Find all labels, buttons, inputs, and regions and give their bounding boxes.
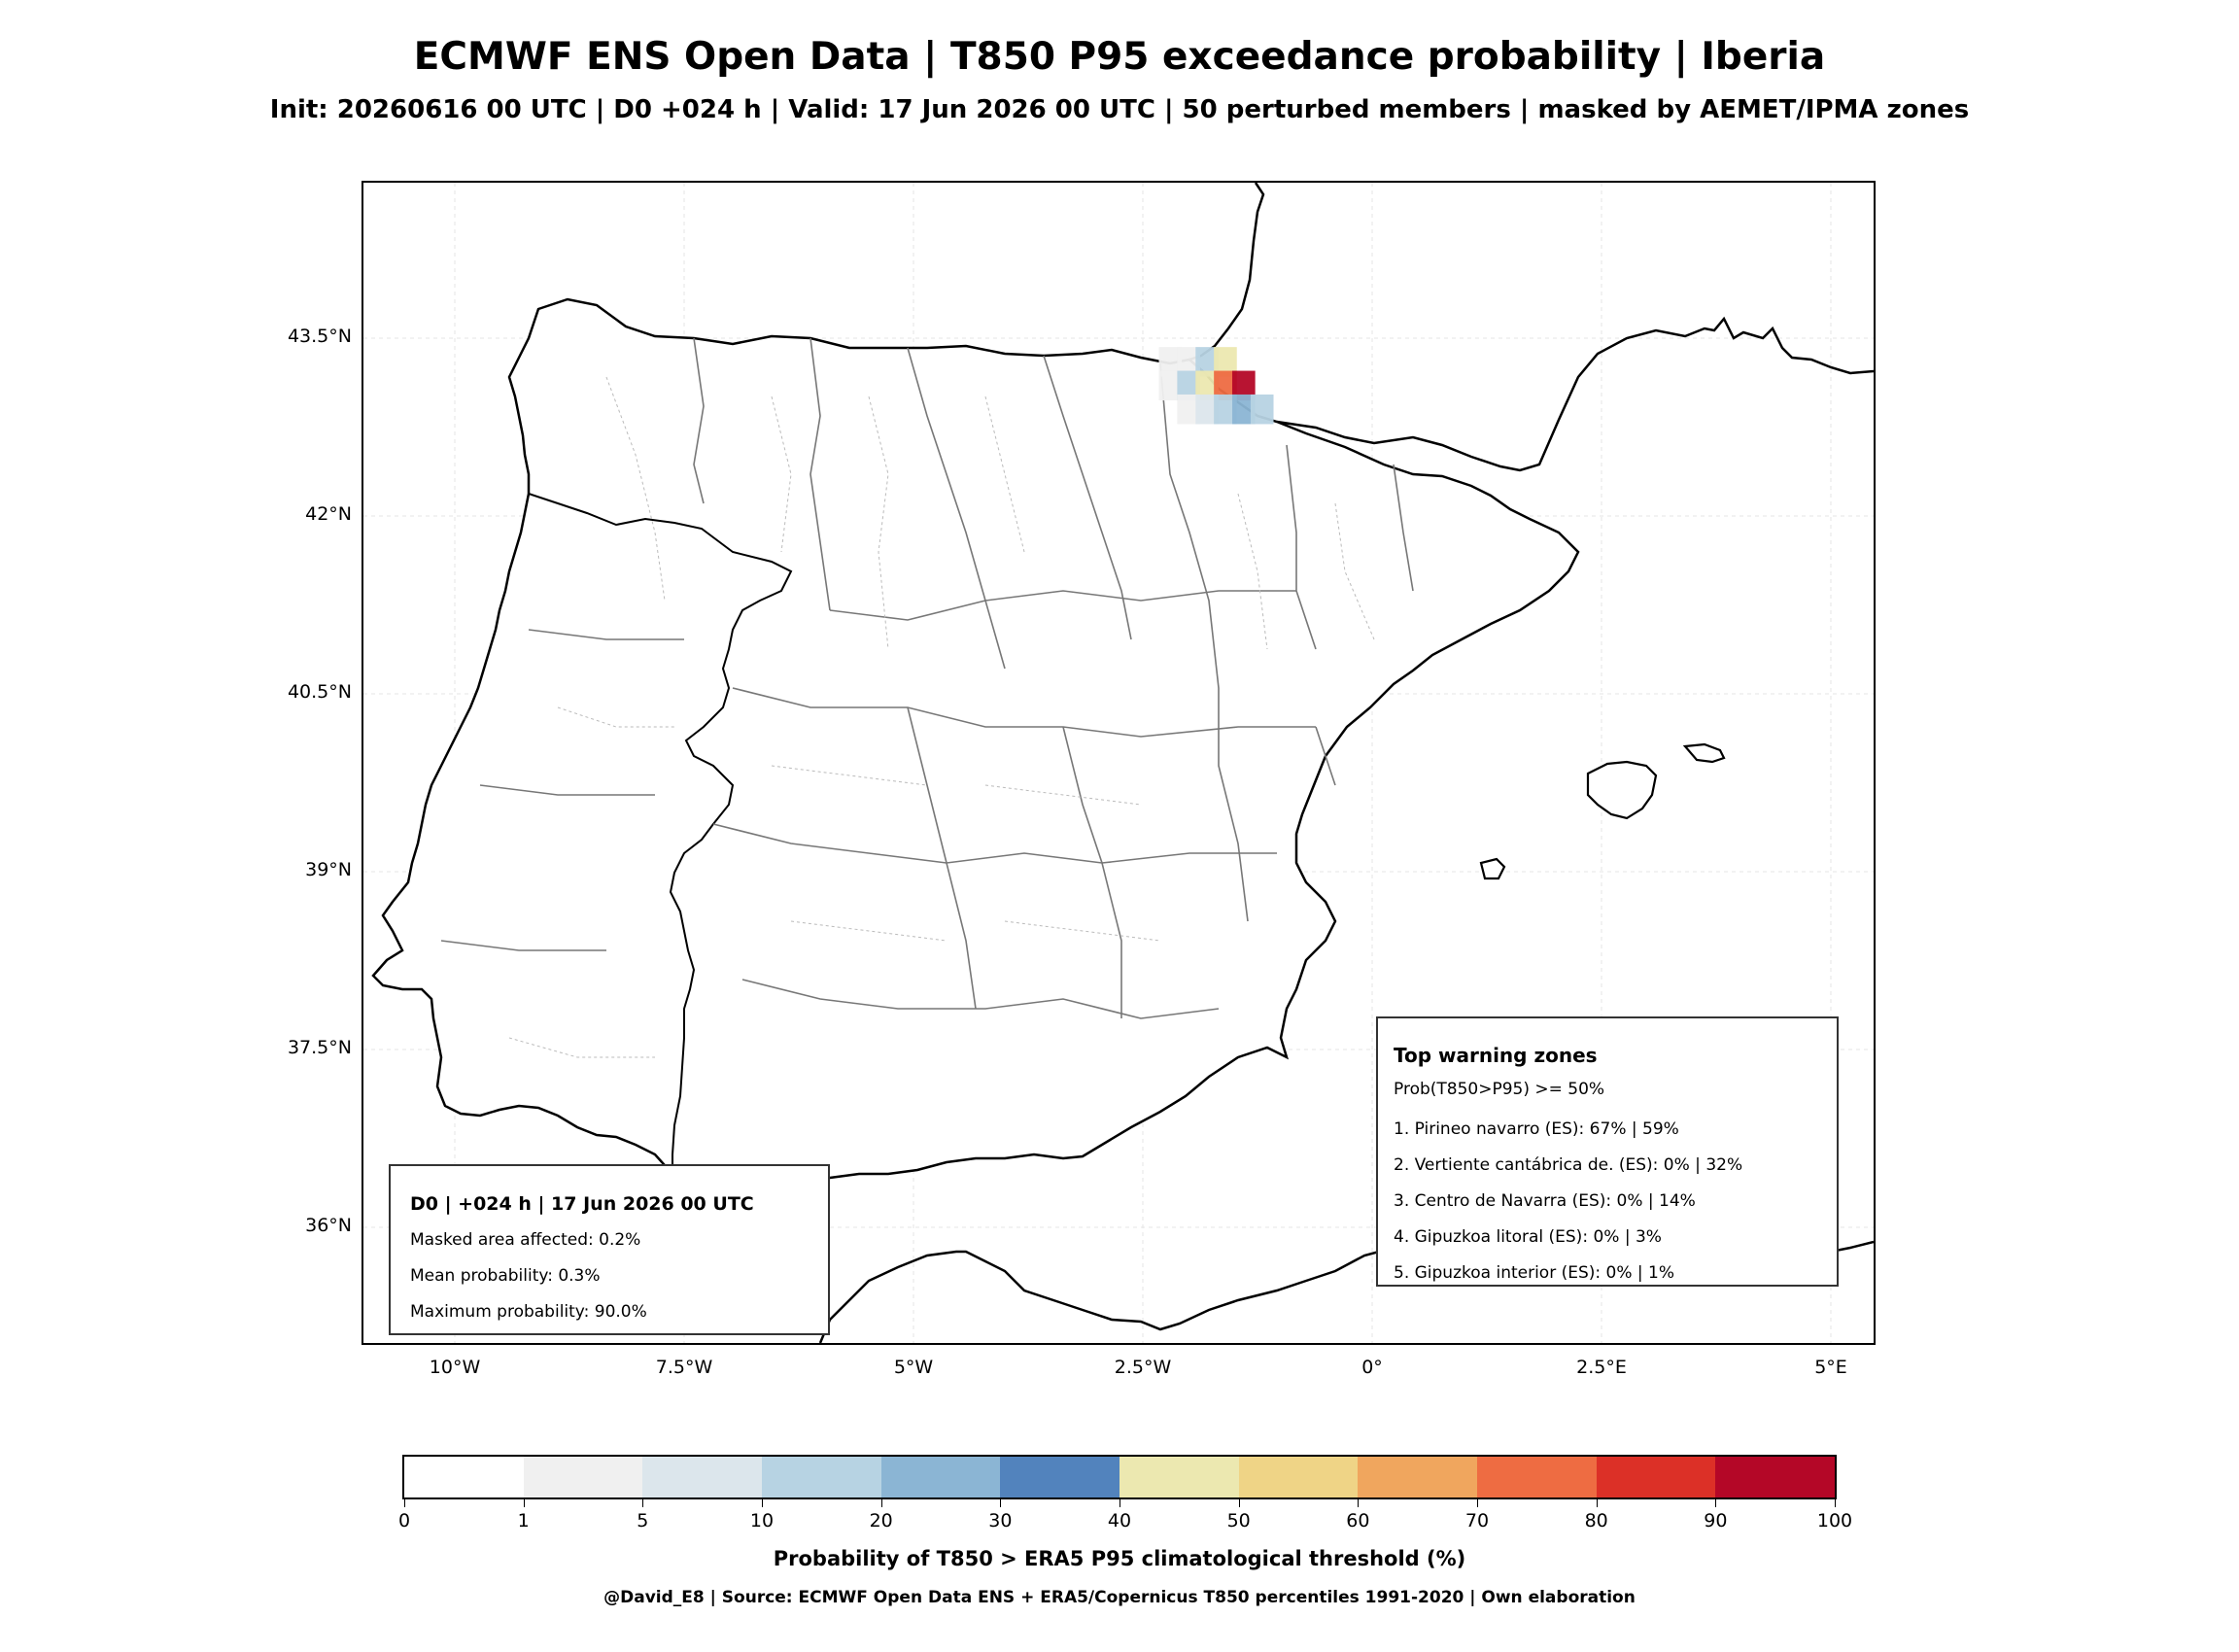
menorca-outline: [1682, 742, 1726, 764]
colorbar-tick-label: 10: [749, 1510, 775, 1532]
lat-tick-label: 37.5°N: [287, 1037, 352, 1058]
lat-tick-label: 42°N: [305, 503, 352, 525]
colorbar-tick-mark: [1000, 1499, 1002, 1507]
colorbar-tick-mark: [1596, 1499, 1598, 1507]
figure-subtitle: Init: 20260616 00 UTC | D0 +024 h | Vali…: [269, 95, 1970, 124]
figure-title: ECMWF ENS Open Data | T850 P95 exceedanc…: [413, 35, 1826, 79]
warning-zone-item: 5. Gipuzkoa interior (ES): 0% | 1%: [1394, 1263, 1674, 1283]
colorbar-tick-label: 1: [517, 1510, 530, 1532]
masked-area-text: Masked area affected: 0.2%: [410, 1230, 641, 1250]
probability-cell: [1214, 394, 1237, 425]
colorbar-tick-mark: [880, 1499, 882, 1507]
colorbar-tick-mark: [1477, 1499, 1478, 1507]
lon-tick-label: 5°W: [893, 1357, 934, 1378]
warning-zone-item: 1. Pirineo navarro (ES): 67% | 59%: [1394, 1119, 1679, 1139]
colorbar-tick-mark: [1835, 1499, 1836, 1507]
warning-zone-item: 4. Gipuzkoa litoral (ES): 0% | 3%: [1394, 1227, 1662, 1247]
comarca-boundaries: [508, 376, 1375, 1058]
colorbar-segment: [642, 1457, 763, 1497]
colorbar-label: Probability of T850 > ERA5 P95 climatolo…: [773, 1547, 1466, 1570]
colorbar: [402, 1455, 1837, 1499]
probability-field: [1158, 347, 1274, 425]
warning-zones-header: Top warning zones: [1394, 1044, 1598, 1067]
ibiza-outline: [1479, 857, 1506, 880]
colorbar-tick-mark: [1715, 1499, 1717, 1507]
spain-portugal-border: [528, 493, 793, 1174]
mallorca-outline: [1586, 760, 1658, 820]
lon-tick-label: 0°: [1361, 1357, 1383, 1378]
colorbar-segment: [1477, 1457, 1597, 1497]
colorbar-tick-mark: [762, 1499, 763, 1507]
lon-tick-label: 2.5°W: [1114, 1357, 1172, 1378]
colorbar-tick-label: 5: [637, 1510, 649, 1532]
map-panel: [362, 181, 1876, 1345]
warning-zone-item: 3. Centro de Navarra (ES): 0% | 14%: [1394, 1191, 1696, 1211]
probability-cell: [1214, 370, 1237, 401]
lon-tick-label: 7.5°W: [655, 1357, 713, 1378]
colorbar-tick-label: 90: [1704, 1510, 1728, 1532]
probability-cell: [1250, 394, 1274, 425]
probability-cell: [1232, 370, 1256, 401]
probability-cell: [1177, 394, 1200, 425]
colorbar-segment: [1120, 1457, 1239, 1497]
colorbar-tick-label: 60: [1346, 1510, 1370, 1532]
summary-header: D0 | +024 h | 17 Jun 2026 00 UTC: [410, 1193, 754, 1215]
colorbar-tick-label: 100: [1816, 1510, 1853, 1532]
probability-cell: [1214, 347, 1237, 377]
colorbar-tick-label: 0: [397, 1510, 411, 1532]
colorbar-tick-label: 80: [1584, 1510, 1608, 1532]
colorbar-tick-mark: [1238, 1499, 1240, 1507]
lon-tick-label: 5°E: [1814, 1357, 1847, 1378]
colorbar-tick-label: 30: [988, 1510, 1013, 1532]
lon-tick-label: 2.5°E: [1576, 1357, 1627, 1378]
mean-probability-text: Mean probability: 0.3%: [410, 1266, 601, 1286]
colorbar-tick-label: 20: [869, 1510, 893, 1532]
warning-zone-item: 2. Vertiente cantábrica de. (ES): 0% | 3…: [1394, 1155, 1743, 1175]
colorbar-tick-mark: [404, 1499, 405, 1507]
colorbar-segment: [762, 1457, 881, 1497]
colorbar-tick-mark: [1358, 1499, 1360, 1507]
province-boundaries: [440, 337, 1414, 1019]
colorbar-tick-mark: [523, 1499, 525, 1507]
colorbar-tick-label: 50: [1226, 1510, 1251, 1532]
colorbar-tick-mark: [642, 1499, 644, 1507]
lon-tick-label: 10°W: [429, 1357, 481, 1378]
southern-france-coastline: [1276, 316, 1874, 472]
probability-cell: [1158, 347, 1183, 377]
colorbar-tick-label: 40: [1107, 1510, 1132, 1532]
lat-tick-label: 36°N: [305, 1215, 352, 1236]
probability-cell: [1158, 370, 1183, 401]
lat-tick-label: 40.5°N: [287, 681, 352, 703]
colorbar-tick-label: 70: [1464, 1510, 1490, 1532]
summary-box: D0 | +024 h | 17 Jun 2026 00 UTC Masked …: [389, 1164, 830, 1335]
probability-cell: [1177, 370, 1200, 401]
colorbar-segment: [1000, 1457, 1120, 1497]
france-coastline: [1188, 183, 1265, 361]
warning-criterion: Prob(T850>P95) >= 50%: [1394, 1080, 1605, 1099]
warning-zones-box: Top warning zones Prob(T850>P95) >= 50% …: [1376, 1016, 1839, 1287]
colorbar-segment: [523, 1457, 643, 1497]
source-credit: @David_E8 | Source: ECMWF Open Data ENS …: [603, 1588, 1636, 1607]
probability-cell: [1195, 370, 1219, 401]
probability-cell: [1177, 347, 1200, 377]
colorbar-segment: [1715, 1457, 1836, 1497]
lat-tick-label: 39°N: [305, 859, 352, 880]
lat-tick-label: 43.5°N: [287, 326, 352, 347]
probability-cell: [1195, 394, 1219, 425]
colorbar-segment: [880, 1457, 1001, 1497]
max-probability-text: Maximum probability: 90.0%: [410, 1302, 647, 1322]
probability-cell: [1195, 347, 1219, 377]
colorbar-segment: [1358, 1457, 1478, 1497]
probability-cell: [1232, 394, 1256, 425]
colorbar-segment: [404, 1457, 524, 1497]
colorbar-segment: [1596, 1457, 1716, 1497]
colorbar-segment: [1238, 1457, 1359, 1497]
